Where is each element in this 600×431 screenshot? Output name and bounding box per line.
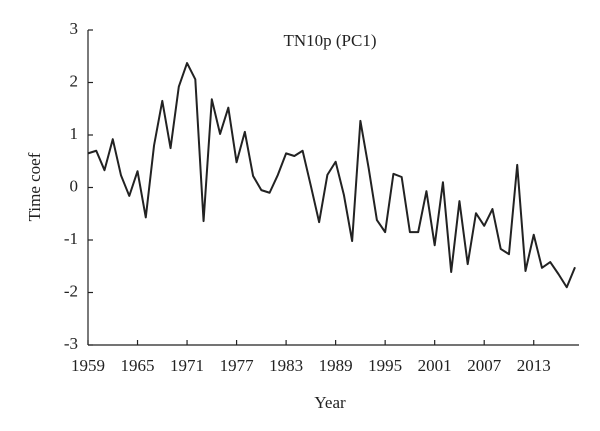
y-tick-label: -3 (64, 334, 78, 353)
x-tick-label: 2001 (418, 356, 452, 375)
x-tick-label: 2007 (467, 356, 502, 375)
y-axis-label: Time coef (25, 152, 44, 221)
x-tick-label: 1965 (121, 356, 155, 375)
x-tick-label: 1959 (71, 356, 105, 375)
y-tick-label: 3 (70, 19, 79, 38)
chart-title: TN10p (PC1) (283, 31, 376, 50)
data-line (87, 62, 576, 289)
y-tick-label: 2 (70, 71, 79, 90)
y-tick-label: -1 (64, 229, 78, 248)
y-tick-label: 1 (70, 124, 79, 143)
x-tick-label: 1989 (319, 356, 353, 375)
x-tick-label: 1983 (269, 356, 303, 375)
y-tick-label: -2 (64, 281, 78, 300)
x-tick-label: 1971 (170, 356, 204, 375)
x-tick-label: 1977 (220, 356, 255, 375)
x-axis-label: Year (314, 393, 346, 412)
y-tick-label: 0 (70, 176, 79, 195)
x-tick-label: 1995 (368, 356, 402, 375)
x-tick-label: 2013 (517, 356, 551, 375)
